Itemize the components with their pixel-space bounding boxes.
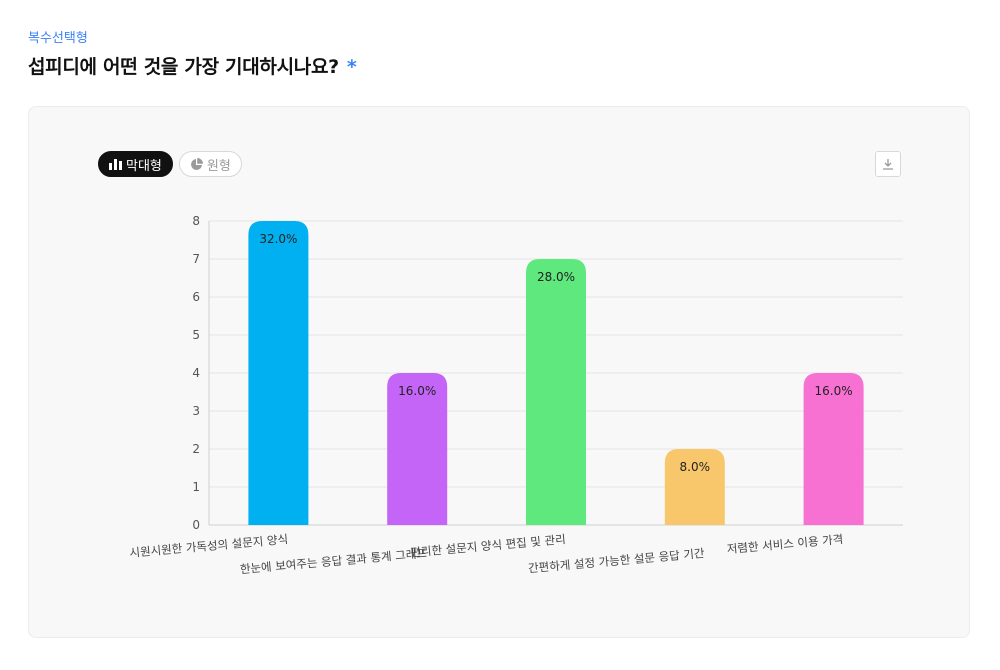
tab-bar-chart[interactable]: 막대형	[98, 151, 173, 177]
y-tick-label: 0	[192, 518, 200, 532]
bar-data-label: 32.0%	[259, 232, 297, 246]
bar	[526, 259, 586, 525]
bar-data-label: 28.0%	[537, 270, 575, 284]
x-tick-label: 간편하게 설정 가능한 설문 응답 기간	[528, 546, 706, 575]
chart-type-tabs: 막대형 원형	[98, 151, 242, 177]
bar	[803, 373, 864, 525]
question-title-text: 섭피디에 어떤 것을 가장 기대하시나요?	[28, 56, 339, 78]
pie-chart-icon	[190, 157, 203, 171]
tab-pie-chart[interactable]: 원형	[178, 151, 242, 177]
y-tick-label: 8	[192, 214, 200, 228]
question-type-label: 복수선택형	[28, 31, 88, 46]
bar-data-label: 16.0%	[815, 384, 853, 398]
bar-data-label: 16.0%	[398, 384, 436, 398]
y-tick-label: 3	[192, 404, 200, 418]
bar	[664, 449, 725, 525]
y-tick-label: 1	[192, 480, 200, 494]
x-tick-label: 저렴한 서비스 이용 가격	[726, 532, 844, 556]
download-icon	[882, 155, 894, 174]
x-tick-label: 편리한 설문지 양식 편집 및 관리	[410, 532, 566, 560]
y-tick-label: 4	[192, 366, 200, 380]
tab-bar-chart-label: 막대형	[126, 158, 162, 174]
y-tick-label: 6	[192, 290, 200, 304]
bar	[387, 373, 448, 525]
y-tick-label: 7	[192, 252, 200, 266]
y-tick-label: 5	[192, 328, 200, 342]
tab-pie-chart-label: 원형	[206, 158, 231, 174]
x-tick-label: 한눈에 보여주는 응답 결과 통계 그래프	[239, 546, 427, 576]
chart-card: 0 1 2 3 4 5 6 7 8 32.0% 시원시원한 가독성의 설문지 양식 16.0% 한눈에 …	[28, 106, 970, 638]
y-tick-label: 2	[192, 442, 200, 456]
required-mark: *	[346, 56, 357, 78]
bar	[248, 221, 309, 525]
bar-chart: 0 1 2 3 4 5 6 7 8 32.0% 시원시원한 가독성의 설문지 양식 16.0% 한눈에 …	[129, 214, 903, 576]
x-tick-label: 시원시원한 가독성의 설문지 양식	[129, 532, 289, 560]
bar-chart-icon	[109, 158, 122, 170]
download-button[interactable]	[875, 151, 901, 177]
question-title: 섭피디에 어떤 것을 가장 기대하시나요? *	[28, 52, 357, 79]
bar-data-label: 8.0%	[680, 460, 711, 474]
